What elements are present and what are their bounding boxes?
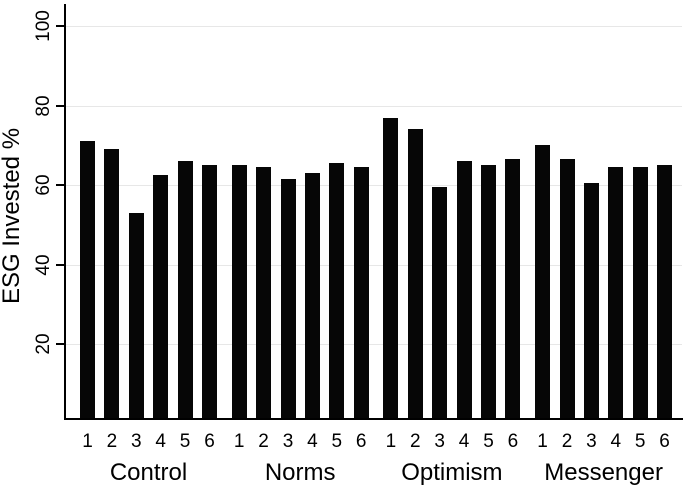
gridline-y-100: [66, 26, 682, 27]
bar-norms-6: [353, 167, 369, 418]
y-tick-label-100: 100: [33, 10, 54, 42]
bar-messenger-1: [535, 145, 551, 418]
bar-number-label: 4: [307, 431, 318, 452]
bar-number-label: 6: [204, 431, 215, 452]
bar-number-label: 4: [610, 431, 622, 452]
bar-norms-5: [329, 163, 345, 418]
bar-messenger-5: [632, 167, 648, 418]
bar-number-label: 2: [410, 431, 421, 452]
bar-number-label: 5: [331, 431, 343, 452]
bar-control-6: [202, 165, 217, 418]
bar-number-label: 1: [82, 431, 93, 452]
y-axis-label-text: ESG Invested %: [0, 127, 25, 305]
bar-optimism-2: [407, 129, 423, 418]
y-tick-mark-20: [56, 343, 64, 346]
bar-number-label: 6: [659, 431, 670, 452]
y-tick-label-80: 80: [33, 95, 54, 117]
bar-number-label: 5: [483, 431, 494, 452]
bar-number-label: 4: [155, 431, 166, 452]
y-axis-line: [64, 4, 66, 420]
bar-norms-2: [256, 167, 272, 418]
bar-messenger-2: [559, 159, 575, 418]
bar-optimism-3: [432, 187, 448, 418]
y-tick-mark-40: [56, 263, 64, 266]
y-tick-mark-100: [56, 25, 64, 27]
bar-number-label: 3: [131, 431, 142, 452]
y-tick-mark-80: [56, 104, 64, 107]
bar-control-5: [177, 161, 193, 418]
bar-number-label: 6: [355, 431, 367, 452]
bar-optimism-5: [481, 165, 496, 418]
y-tick-label-40: 40: [33, 254, 54, 276]
bar-optimism-1: [383, 117, 399, 418]
bar-control-4: [153, 175, 169, 418]
bar-number-label: 2: [106, 431, 118, 452]
group-label-norms: Norms: [264, 459, 336, 486]
bar-number-label: 5: [179, 431, 191, 452]
bar-number-label: 1: [233, 431, 245, 452]
bar-number-label: 2: [561, 431, 573, 452]
bar-norms-3: [280, 179, 296, 418]
bar-control-2: [104, 149, 120, 418]
group-label-control: Control: [109, 459, 188, 486]
gridline-y-20: [66, 344, 682, 346]
bar-number-label: 3: [586, 431, 597, 452]
bar-number-label: 1: [385, 431, 397, 452]
group-label-messenger: Messenger: [544, 459, 663, 486]
bar-norms-4: [304, 173, 320, 418]
gridline-y-60: [66, 185, 682, 187]
y-tick-label-20: 20: [33, 333, 54, 355]
bar-number-label: 5: [634, 431, 646, 452]
bar-control-1: [80, 141, 95, 418]
bar-norms-1: [231, 165, 247, 418]
group-label-optimism: Optimism: [401, 459, 503, 486]
gridline-y-40: [66, 264, 682, 266]
bar-messenger-4: [608, 167, 624, 418]
bar-optimism-6: [505, 159, 521, 418]
bar-number-label: 3: [434, 431, 445, 452]
bar-number-label: 4: [458, 431, 470, 452]
bar-number-label: 6: [507, 431, 519, 452]
bar-number-label: 2: [258, 431, 269, 452]
y-tick-label-60: 60: [33, 174, 54, 196]
x-axis-line: [64, 418, 683, 420]
bar-control-3: [128, 213, 144, 418]
bar-messenger-6: [657, 165, 673, 418]
y-tick-mark-60: [56, 184, 64, 187]
bar-optimism-4: [456, 161, 472, 418]
bar-number-label: 1: [537, 431, 548, 452]
bar-number-label: 3: [282, 431, 294, 452]
gridline-y-80: [66, 105, 682, 107]
bar-messenger-3: [583, 183, 599, 418]
